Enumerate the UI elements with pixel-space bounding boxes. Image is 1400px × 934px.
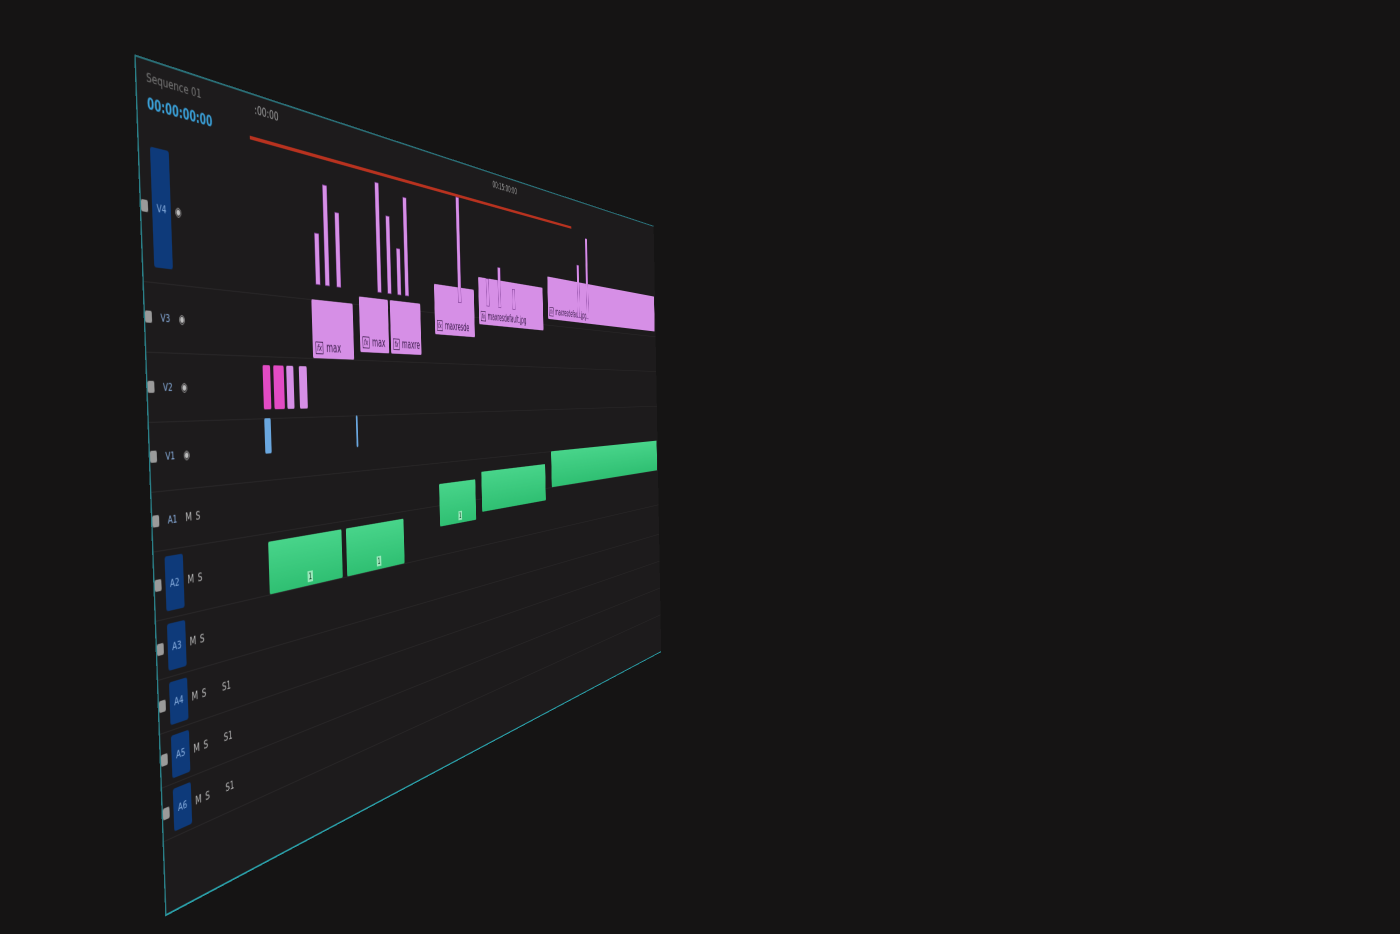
video-clip[interactable] (298, 366, 308, 409)
video-clip[interactable] (286, 365, 295, 409)
eye-icon[interactable]: ◉ (178, 312, 186, 327)
track-header: V1 ◉ (149, 418, 261, 491)
track-target-toggle[interactable]: A4 (168, 676, 189, 725)
video-clip[interactable]: fx maxresde (433, 283, 475, 338)
audio-channel-badge: 1 (458, 510, 463, 521)
lock-icon[interactable] (147, 380, 155, 393)
track-header: V4 ◉ (138, 128, 254, 293)
clip-name: maxresde (444, 319, 470, 335)
lock-icon[interactable] (149, 450, 158, 463)
clip-label: fx max (315, 340, 341, 356)
stacked-video-clip[interactable] (485, 278, 490, 307)
video-clip[interactable]: fx max (311, 299, 355, 360)
clip-label: fx maxre (393, 337, 420, 352)
video-clip[interactable] (262, 365, 272, 410)
solo-button[interactable]: S (201, 685, 207, 700)
video-clip[interactable]: fx maxre (389, 300, 422, 355)
track-target-toggle[interactable]: A5 (170, 729, 191, 779)
fx-badge: fx (436, 319, 443, 331)
audio-clip[interactable]: 1 (439, 479, 477, 527)
lock-icon[interactable] (144, 310, 153, 323)
eye-icon[interactable]: ◉ (174, 204, 182, 220)
audio-channel-badge: 1 (376, 555, 382, 567)
voiceover-record-button[interactable]: S1 (221, 677, 232, 694)
track-target-toggle[interactable]: A6 (172, 781, 193, 832)
clip-name: maxre (401, 337, 421, 352)
clip-name: maxresdefault.jpg (554, 306, 587, 322)
video-clip[interactable] (264, 418, 272, 454)
lock-icon[interactable] (140, 198, 149, 213)
track-target-toggle[interactable]: A1 (167, 512, 178, 527)
video-clip[interactable]: fx max (358, 296, 390, 354)
lock-icon[interactable] (158, 698, 166, 713)
stacked-video-clip[interactable] (512, 289, 516, 310)
clip-label: fx maxresde (436, 319, 470, 335)
fx-badge: fx (549, 306, 554, 317)
track-target-toggle[interactable]: V2 (162, 380, 173, 394)
timeline-panel: Sequence 01 00:00:00:00 :00:00 00:15:00:… (134, 54, 662, 917)
voiceover-record-button[interactable]: S1 (223, 727, 233, 744)
clip-name: max (371, 335, 386, 351)
track-header: V2 ◉ (146, 352, 258, 422)
track-header: V3 ◉ (144, 281, 257, 356)
lock-icon[interactable] (154, 578, 162, 593)
track-target-toggle[interactable]: A3 (166, 619, 187, 671)
mute-button[interactable]: M (187, 571, 195, 587)
voiceover-record-button[interactable]: S1 (225, 777, 235, 795)
fx-badge: fx (315, 341, 324, 354)
eye-icon[interactable]: ◉ (180, 380, 188, 394)
track-target-toggle[interactable]: V1 (165, 448, 176, 463)
solo-button[interactable]: S (203, 736, 209, 752)
track-target-toggle[interactable]: V4 (149, 146, 173, 270)
solo-button[interactable]: S (197, 570, 203, 585)
clip-label: fx maxresdefault.jpg (480, 310, 527, 327)
ruler-label: 00:15:00:00 (492, 179, 518, 198)
eye-icon[interactable]: ◉ (182, 447, 191, 462)
mute-button[interactable]: M (194, 791, 202, 808)
mute-button[interactable]: M (189, 633, 197, 649)
lock-icon[interactable] (162, 805, 170, 821)
clip-label: fx maxresdefault.jpg (549, 306, 586, 321)
timecode-display[interactable]: 00:00:00:00 (146, 94, 213, 131)
lock-icon[interactable] (160, 752, 168, 767)
clip-name: maxresdefault.jpg (487, 310, 527, 327)
fx-badge: fx (393, 338, 400, 350)
solo-button[interactable]: S (205, 787, 211, 803)
clip-label: fx max (362, 335, 386, 351)
solo-button[interactable]: S (195, 508, 201, 523)
mute-button[interactable]: M (191, 687, 199, 704)
ruler-label: :00:00 (254, 102, 279, 125)
track-target-toggle[interactable]: V3 (160, 311, 171, 325)
video-clip[interactable] (273, 365, 285, 410)
mute-button[interactable]: M (193, 739, 201, 756)
lock-icon[interactable] (152, 514, 160, 528)
audio-channel-badge: 1 (307, 570, 314, 583)
lock-icon[interactable] (156, 642, 164, 657)
mute-button[interactable]: M (185, 509, 193, 525)
track-target-toggle[interactable]: A2 (164, 553, 185, 612)
clip-name: max (325, 340, 342, 356)
fx-badge: fx (480, 310, 487, 322)
fx-badge: fx (362, 335, 370, 349)
solo-button[interactable]: S (199, 631, 205, 646)
